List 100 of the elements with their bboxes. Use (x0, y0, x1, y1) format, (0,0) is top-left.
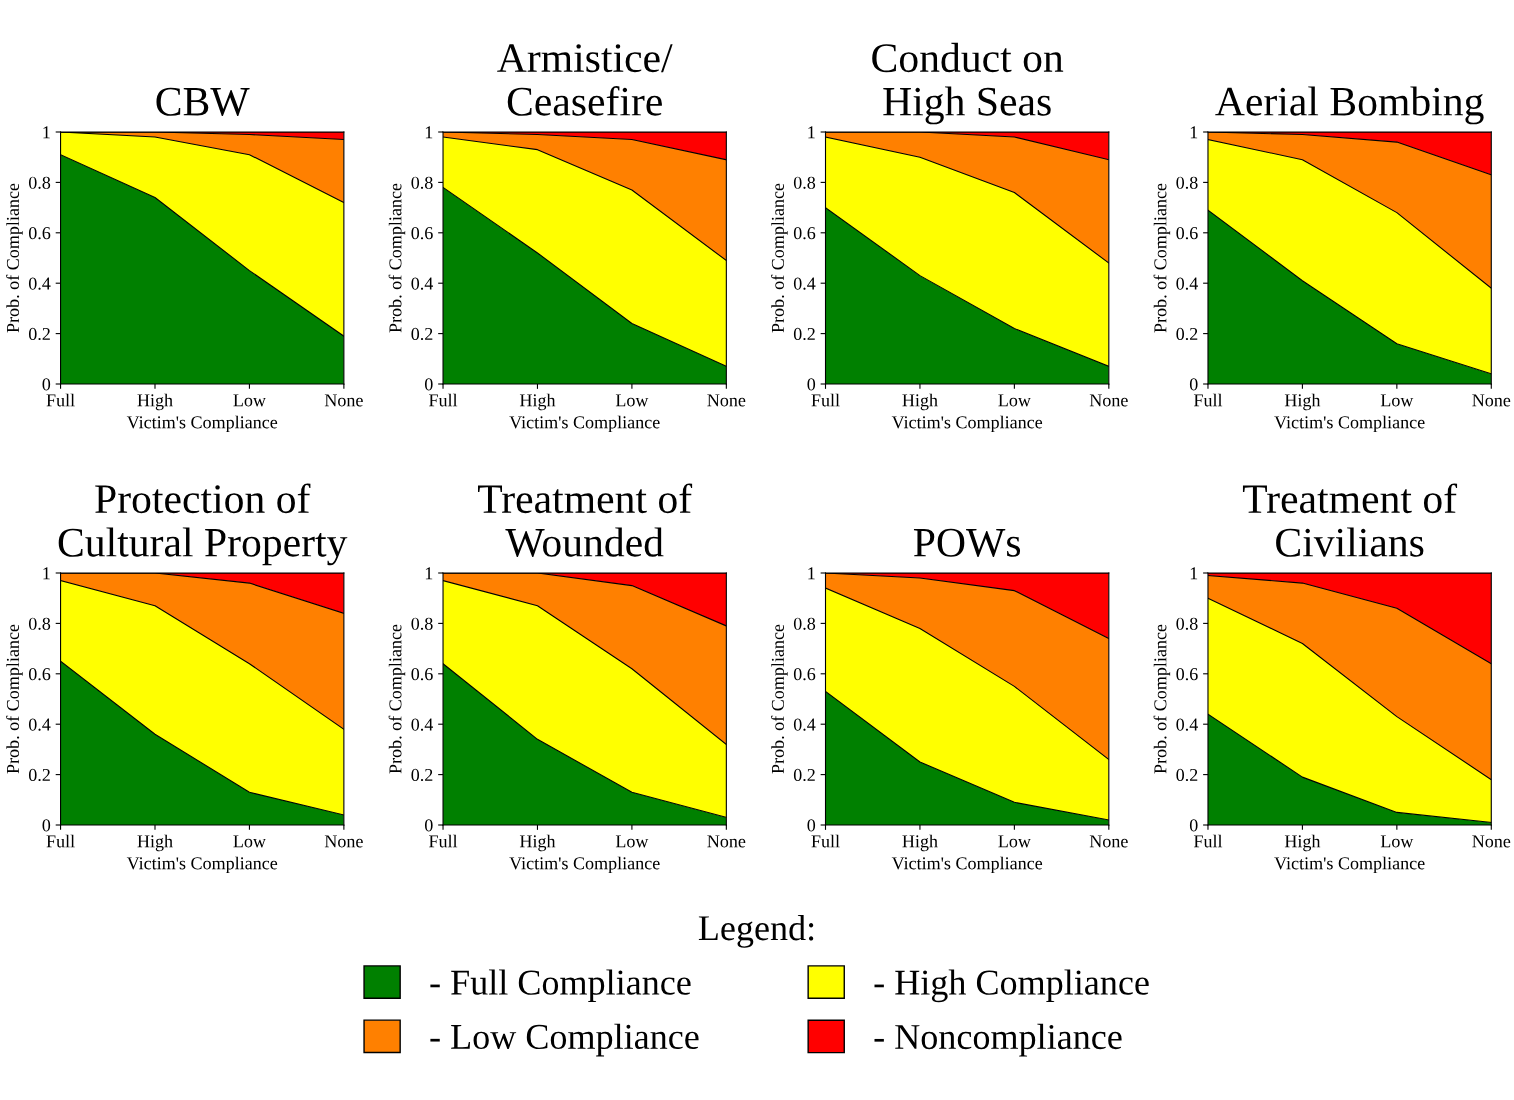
y-tick-label: 0 (807, 378, 816, 391)
y-tick-label: 0.8 (28, 176, 51, 189)
x-tick-label: None (707, 835, 746, 848)
y-tick-label: 0.8 (411, 176, 433, 189)
x-tick-label: Low (233, 394, 266, 407)
chart-title: Treatment of Wounded (478, 483, 693, 557)
x-tick-label: Full (46, 834, 75, 848)
y-tick-label: 1 (808, 126, 815, 139)
y-tick-label: 0.4 (793, 277, 816, 290)
x-axis-title: Victim's Compliance (1274, 415, 1425, 433)
y-axis-title: Prob. of Compliance (1153, 624, 1171, 774)
x-tick-label: None (1472, 394, 1511, 407)
y-tick-label: 0.2 (28, 768, 50, 782)
x-tick-label: None (707, 394, 746, 407)
y-tick-label: 0.6 (28, 227, 51, 240)
chart-title: POWs (913, 528, 1021, 557)
x-tick-label: None (1089, 835, 1128, 848)
x-tick-label: Full (429, 393, 458, 407)
x-tick-label: None (1472, 835, 1511, 848)
y-tick-label: 0.2 (1176, 327, 1198, 341)
x-tick-label: Full (1193, 834, 1223, 848)
y-tick-label: 0.4 (411, 277, 434, 290)
x-tick-label: None (1089, 394, 1128, 407)
y-tick-label: 0.2 (1176, 768, 1198, 782)
y-tick-label: 0.2 (411, 327, 433, 341)
x-axis-title: Victim's Compliance (126, 415, 278, 433)
x-tick-label: High (1284, 834, 1321, 852)
x-tick-label: High (137, 834, 173, 852)
x-tick-label: Full (46, 393, 75, 407)
y-tick-label: 0 (1189, 378, 1198, 391)
y-tick-label: 0 (42, 819, 51, 832)
y-axis-title: Prob. of Compliance (771, 183, 788, 333)
x-tick-label: None (324, 835, 363, 848)
y-axis-title: Prob. of Compliance (1153, 183, 1171, 333)
chart-title: Armistice/ Ceasefire (497, 44, 673, 116)
y-tick-label: 0.6 (28, 668, 51, 681)
x-tick-label: High (137, 393, 173, 411)
x-tick-label: Full (429, 834, 458, 848)
y-axis-title: Prob. of Compliance (771, 624, 788, 774)
y-tick-label: 0.8 (28, 617, 51, 630)
x-axis-title: Victim's Compliance (891, 415, 1043, 433)
legend-title: Legend: (698, 915, 814, 948)
x-axis-title: Victim's Compliance (509, 856, 660, 874)
x-tick-label: Low (998, 835, 1031, 848)
y-tick-label: 0.6 (1176, 668, 1198, 681)
x-axis-title: Victim's Compliance (1274, 856, 1425, 874)
y-tick-label: 1 (1190, 567, 1198, 580)
y-tick-label: 0.6 (411, 227, 433, 240)
chart-title: Conduct on High Seas (872, 42, 1064, 125)
y-tick-label: 0.6 (793, 227, 816, 240)
x-axis-title: Victim's Compliance (891, 856, 1043, 874)
x-tick-label: None (324, 394, 363, 407)
legend-label: - Noncompliance (874, 1023, 1122, 1057)
y-tick-label: 1 (425, 126, 433, 139)
y-tick-label: 0.8 (793, 176, 816, 189)
chart-title: Aerial Bombing (1215, 86, 1484, 125)
x-tick-label: High (902, 834, 938, 852)
y-tick-label: 0.4 (1176, 277, 1198, 290)
x-axis-title: Victim's Compliance (126, 856, 278, 874)
y-tick-label: 0.4 (411, 718, 434, 731)
y-tick-label: 1 (43, 126, 50, 139)
x-tick-label: Low (615, 394, 649, 407)
y-tick-label: 0 (1189, 819, 1198, 832)
legend-label: - High Compliance (874, 969, 1149, 1003)
y-tick-label: 1 (1190, 126, 1198, 139)
y-tick-label: 0 (424, 378, 433, 391)
y-tick-label: 0.8 (1176, 617, 1198, 630)
x-tick-label: Full (811, 393, 840, 407)
x-tick-label: Full (1193, 393, 1223, 407)
y-tick-label: 1 (808, 567, 815, 580)
x-tick-label: Low (998, 394, 1031, 407)
y-tick-label: 0.6 (1176, 227, 1198, 240)
x-axis-title: Victim's Compliance (509, 415, 660, 433)
legend-label: - Full Compliance (430, 969, 691, 1003)
y-tick-label: 0.6 (411, 668, 433, 681)
y-tick-label: 0.8 (1176, 176, 1198, 189)
y-tick-label: 0 (42, 378, 51, 391)
y-tick-label: 0.4 (28, 277, 51, 290)
x-tick-label: High (1284, 393, 1321, 411)
chart-title: Treatment of Civilians (1242, 483, 1458, 557)
y-tick-label: 0 (807, 819, 816, 832)
y-axis-title: Prob. of Compliance (6, 183, 23, 333)
y-tick-label: 1 (425, 567, 433, 580)
y-tick-label: 0 (424, 819, 433, 832)
y-tick-label: 0.6 (793, 668, 816, 681)
y-tick-label: 0.4 (793, 718, 816, 731)
y-tick-label: 0.4 (1176, 718, 1198, 731)
x-tick-label: Low (1380, 835, 1414, 848)
y-tick-label: 0.4 (28, 718, 51, 731)
y-axis-title: Prob. of Compliance (388, 624, 406, 774)
x-tick-label: High (902, 393, 938, 411)
y-tick-label: 0.2 (28, 327, 50, 341)
legend-label: - Low Compliance (430, 1023, 699, 1057)
y-tick-label: 1 (43, 567, 50, 580)
chart-title: Protection of Cultural Property (58, 483, 348, 566)
y-axis-title: Prob. of Compliance (6, 624, 23, 774)
x-tick-label: Low (233, 835, 266, 848)
x-tick-label: Full (811, 834, 840, 848)
y-axis-title: Prob. of Compliance (388, 183, 406, 333)
x-tick-label: Low (615, 835, 649, 848)
